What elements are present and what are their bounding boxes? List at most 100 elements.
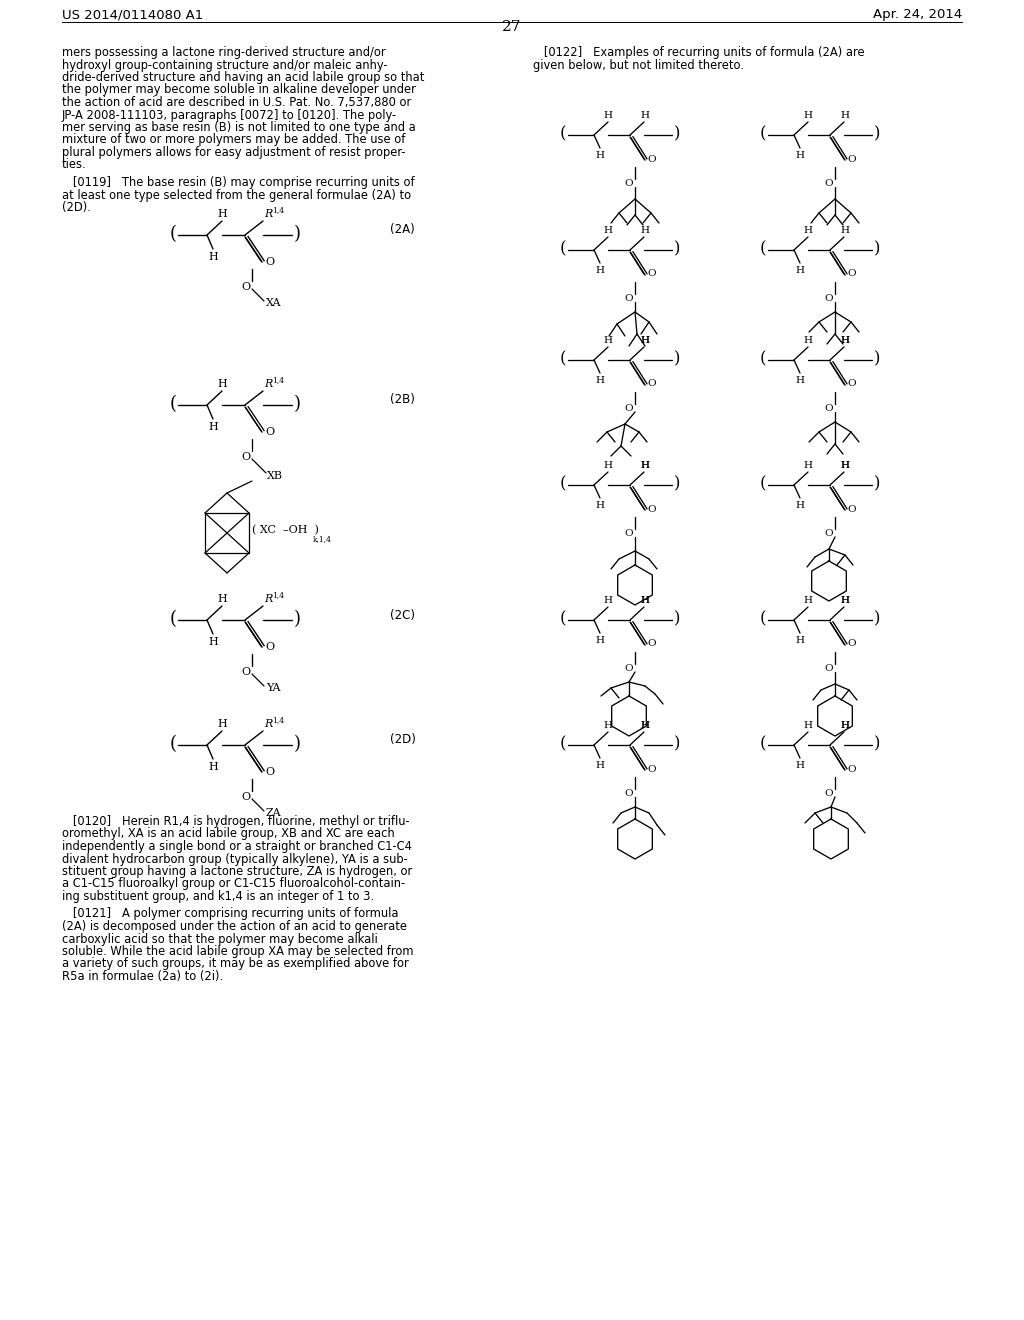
Text: (: (	[760, 240, 766, 257]
Text: mer serving as base resin (B) is not limited to one type and a: mer serving as base resin (B) is not lim…	[62, 121, 416, 135]
Text: US 2014/0114080 A1: US 2014/0114080 A1	[62, 8, 203, 21]
Text: O: O	[847, 504, 856, 513]
Text: 1,4: 1,4	[272, 591, 284, 599]
Text: H: H	[603, 226, 612, 235]
Text: O: O	[824, 664, 833, 673]
Text: ): )	[294, 610, 300, 628]
Text: O: O	[647, 764, 655, 774]
Text: ): )	[873, 610, 881, 627]
Text: ): )	[873, 351, 881, 367]
Text: H: H	[841, 337, 850, 345]
Text: independently a single bond or a straight or branched C1-C4: independently a single bond or a straigh…	[62, 840, 412, 853]
Text: H: H	[841, 721, 850, 730]
Text: R: R	[264, 209, 272, 219]
Text: O: O	[625, 529, 633, 539]
Text: H: H	[796, 267, 805, 275]
Text: k,1,4: k,1,4	[313, 535, 332, 543]
Text: (: (	[760, 125, 766, 143]
Text: H: H	[640, 337, 649, 345]
Text: 27: 27	[503, 20, 521, 34]
Text: soluble. While the acid labile group XA may be selected from: soluble. While the acid labile group XA …	[62, 945, 414, 958]
Text: (: (	[560, 125, 566, 143]
Text: hydroxyl group-containing structure and/or maleic anhy-: hydroxyl group-containing structure and/…	[62, 58, 387, 71]
Text: H: H	[596, 267, 604, 275]
Text: (2A): (2A)	[390, 223, 415, 236]
Text: R5a in formulae (2a) to (2i).: R5a in formulae (2a) to (2i).	[62, 970, 223, 983]
Text: H: H	[640, 111, 649, 120]
Text: H: H	[841, 337, 850, 345]
Text: O: O	[625, 294, 633, 304]
Text: plural polymers allows for easy adjustment of resist proper-: plural polymers allows for easy adjustme…	[62, 147, 406, 158]
Text: mixture of two or more polymers may be added. The use of: mixture of two or more polymers may be a…	[62, 133, 406, 147]
Text: O: O	[265, 642, 274, 652]
Text: H: H	[208, 762, 218, 772]
Text: O: O	[847, 380, 856, 388]
Text: (2C): (2C)	[390, 609, 415, 622]
Text: H: H	[640, 461, 649, 470]
Text: H: H	[208, 422, 218, 432]
Text: H: H	[596, 502, 604, 510]
Text: O: O	[625, 789, 633, 799]
Text: YA: YA	[266, 682, 281, 693]
Text: O: O	[265, 257, 274, 267]
Text: H: H	[804, 337, 812, 345]
Text: H: H	[804, 597, 812, 605]
Text: O: O	[265, 767, 274, 777]
Text: ): )	[674, 240, 680, 257]
Text: dride-derived structure and having an acid labile group so that: dride-derived structure and having an ac…	[62, 71, 424, 84]
Text: (2B): (2B)	[390, 393, 415, 407]
Text: O: O	[647, 154, 655, 164]
Text: O: O	[625, 180, 633, 187]
Text: H: H	[640, 721, 649, 730]
Text: oromethyl, XA is an acid labile group, XB and XC are each: oromethyl, XA is an acid labile group, X…	[62, 828, 394, 841]
Text: H: H	[208, 252, 218, 261]
Text: ): )	[294, 224, 300, 243]
Text: O: O	[824, 294, 833, 304]
Text: ties.: ties.	[62, 158, 87, 172]
Text: JP-A 2008-111103, paragraphs [0072] to [0120]. The poly-: JP-A 2008-111103, paragraphs [0072] to […	[62, 108, 397, 121]
Text: O: O	[241, 451, 250, 462]
Text: 1,4: 1,4	[272, 206, 284, 214]
Text: H: H	[603, 597, 612, 605]
Text: O: O	[241, 282, 250, 292]
Text: the polymer may become soluble in alkaline developer under: the polymer may become soluble in alkali…	[62, 83, 416, 96]
Text: [0122]   Examples of recurring units of formula (2A) are: [0122] Examples of recurring units of fo…	[534, 46, 864, 59]
Text: H: H	[804, 721, 812, 730]
Text: O: O	[847, 639, 856, 648]
Text: mers possessing a lactone ring-derived structure and/or: mers possessing a lactone ring-derived s…	[62, 46, 386, 59]
Text: 1,4: 1,4	[272, 715, 284, 723]
Text: H: H	[640, 721, 649, 730]
Text: (: (	[560, 475, 566, 492]
Text: H: H	[596, 150, 604, 160]
Text: H: H	[603, 721, 612, 730]
Text: –OH  ): –OH )	[283, 525, 318, 535]
Text: H: H	[640, 597, 649, 605]
Text: (2D).: (2D).	[62, 201, 91, 214]
Text: R: R	[264, 594, 272, 605]
Text: (: (	[760, 610, 766, 627]
Text: (: (	[170, 610, 176, 628]
Text: R: R	[264, 379, 272, 389]
Text: O: O	[824, 529, 833, 539]
Text: given below, but not limited thereto.: given below, but not limited thereto.	[534, 58, 743, 71]
Text: H: H	[640, 337, 649, 345]
Text: O: O	[824, 789, 833, 799]
Text: H: H	[208, 638, 218, 647]
Text: [0120]   Herein R1,4 is hydrogen, fluorine, methyl or triflu-: [0120] Herein R1,4 is hydrogen, fluorine…	[62, 814, 410, 828]
Text: H: H	[217, 719, 227, 729]
Text: O: O	[847, 269, 856, 279]
Text: H: H	[804, 461, 812, 470]
Text: O: O	[847, 154, 856, 164]
Text: H: H	[804, 111, 812, 120]
Text: ): )	[873, 475, 881, 492]
Text: ): )	[294, 735, 300, 752]
Text: O: O	[847, 764, 856, 774]
Text: (: (	[560, 735, 566, 752]
Text: at least one type selected from the general formulae (2A) to: at least one type selected from the gene…	[62, 189, 411, 202]
Text: R: R	[264, 719, 272, 729]
Text: (: (	[560, 240, 566, 257]
Text: H: H	[841, 461, 850, 470]
Text: (: (	[170, 395, 176, 413]
Text: H: H	[603, 461, 612, 470]
Text: ): )	[873, 240, 881, 257]
